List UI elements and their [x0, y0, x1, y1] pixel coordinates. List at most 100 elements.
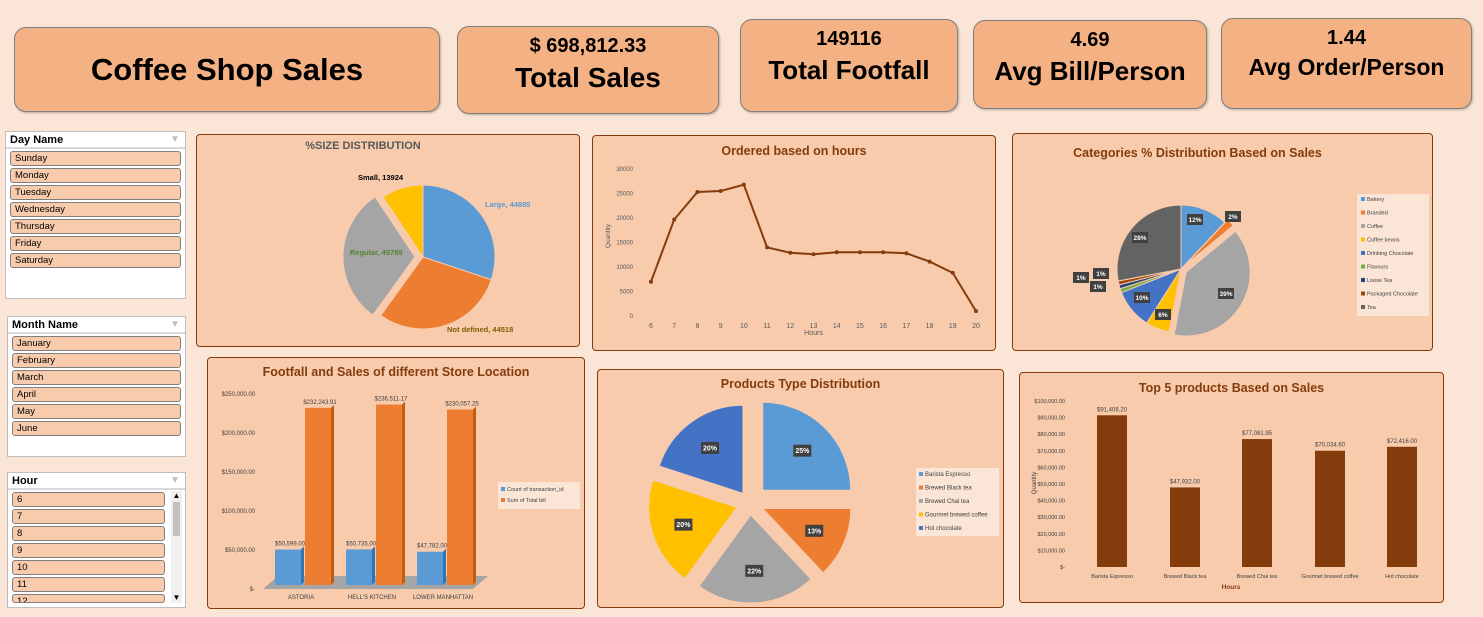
y-tick-label: $30,000.00 [1037, 515, 1065, 521]
bar-side [402, 401, 405, 585]
slicer-item-march[interactable]: March [12, 370, 181, 385]
x-tick-label: HELL'S KITCHEN [348, 595, 396, 601]
y-tick-label: $50,000.00 [225, 548, 256, 554]
legend-label: Coffee [1367, 224, 1383, 230]
bar [376, 404, 402, 585]
legend-swatch [1361, 237, 1365, 242]
top5-bar-chart: $- $10,000.00 $20,000.00 $30,000.00 $40,000.… [1032, 399, 1419, 591]
slicer-item-hour[interactable]: 6 [12, 492, 165, 507]
slicer-item-may[interactable]: May [12, 404, 181, 419]
y-tick-label: $80,000.00 [1037, 432, 1065, 438]
bar-data-label: $47,782.00 [417, 544, 448, 550]
y-tick-label: $90,000.00 [1037, 416, 1065, 422]
hours-line-chart: 0 5000 10000 15000 20000 25000 30000 6 7 8 9 10 11 12… [605, 167, 980, 337]
slicer-item-monday[interactable]: Monday [10, 168, 181, 183]
slicer-item-sunday[interactable]: Sunday [10, 151, 181, 166]
line-point [974, 309, 978, 314]
bar-side [372, 546, 375, 585]
y-tick-label: $50,000.00 [1037, 482, 1065, 488]
y-tick-label: $150,000.00 [222, 470, 256, 476]
legend-swatch [919, 526, 923, 530]
scroll-up-icon[interactable]: ▲ [172, 491, 181, 500]
slicer-item-hour[interactable]: 8 [12, 526, 165, 541]
bar-data-label: $230,057.25 [445, 402, 479, 408]
chart-title: Footfall and Sales of different Store Lo… [262, 365, 530, 379]
chart-title: Categories % Distribution Based on Sales [1073, 146, 1322, 160]
x-tick-label: Brewed Black tea [1164, 574, 1208, 580]
bar-data-label: $91,406.20 [1097, 407, 1128, 413]
pie-data-label: 6% [1158, 312, 1168, 319]
x-axis-label: Hours [804, 330, 823, 337]
kpi-avg-bill: 4.69 Avg Bill/Person [973, 20, 1207, 109]
data-label-box [745, 564, 764, 577]
clear-filter-icon[interactable]: ▼ [170, 475, 180, 486]
slicer-item-hour[interactable]: 12 [12, 594, 165, 603]
line-point [672, 217, 677, 222]
dashboard-title: Coffee Shop Sales [90, 51, 364, 87]
y-tick-label: $100,000.00 [222, 509, 256, 515]
scroll-down-icon[interactable]: ▼ [172, 593, 181, 602]
slicer-item-tuesday[interactable]: Tuesday [10, 185, 181, 200]
pie-slice [761, 508, 852, 574]
y-tick-label: $70,000.00 [1037, 449, 1065, 455]
pie-slice [422, 184, 496, 281]
slicer-title: Hour [12, 475, 38, 487]
legend-swatch [1361, 197, 1365, 201]
line-point [788, 250, 793, 255]
dashboard-title-card: Coffee Shop Sales [14, 27, 440, 112]
scroll-thumb[interactable] [173, 502, 180, 536]
data-label-box [674, 518, 693, 531]
chart-title: Top 5 products Based on Sales [1138, 381, 1325, 395]
legend-swatch [1361, 224, 1365, 228]
kpi-avg-order: 1.44 Avg Order/Person [1221, 18, 1472, 109]
slicer-item-june[interactable]: June [12, 421, 181, 436]
slicer-item-thursday[interactable]: Thursday [10, 219, 181, 234]
x-tick-label: Gourmet brewed coffee [1301, 574, 1358, 580]
data-label-box [793, 444, 812, 457]
slicer-item-hour[interactable]: 11 [12, 577, 165, 592]
slicer-item-friday[interactable]: Friday [10, 236, 181, 251]
slicer-item-january[interactable]: January [12, 336, 181, 351]
line-point [904, 251, 909, 256]
kpi-label: Total Sales [515, 62, 661, 93]
slicer-header: Hour ▼ [8, 473, 185, 490]
x-tick-label: 12 [786, 323, 794, 330]
legend-label: Packaged Chocolate [1367, 292, 1418, 298]
x-tick-label: ASTORIA [288, 595, 314, 601]
clear-filter-icon[interactable]: ▼ [170, 134, 180, 145]
legend-label: Sum of Total bill [507, 498, 546, 504]
bar [1242, 439, 1272, 567]
data-label-box [1132, 232, 1148, 243]
legend-label: Tea [1367, 305, 1377, 311]
pie-data-label: 1% [1093, 284, 1103, 291]
bar [1387, 446, 1417, 567]
categories-pie-panel: Categories % Distribution Based on Sales… [1012, 133, 1433, 351]
legend-label: Gourmet brewed coffee [925, 513, 988, 519]
categories-pie-chart: 12% 2% 39% 6% 10% 1% 1% 1% 28% Bakery Branded Coffe… [1073, 194, 1429, 337]
pie-slice [380, 256, 492, 330]
slicer-item-april[interactable]: April [12, 387, 181, 402]
x-tick-label: 7 [672, 323, 676, 330]
x-tick-label: 11 [763, 323, 770, 330]
chart-title: Ordered based on hours [721, 144, 867, 158]
legend-swatch [501, 498, 505, 502]
pie-data-label: 28% [1133, 235, 1146, 242]
slicer-item-hour[interactable]: 9 [12, 543, 165, 558]
slicer-item-saturday[interactable]: Saturday [10, 253, 181, 268]
slicer-item-february[interactable]: February [12, 353, 181, 368]
x-tick-label: Brewed Chai tea [1237, 574, 1279, 580]
clear-filter-icon[interactable]: ▼ [170, 319, 180, 330]
slicer-item-hour[interactable]: 10 [12, 560, 165, 575]
chart-title: Products Type Distribution [720, 377, 881, 391]
top5-bar-panel: Top 5 products Based on Sales $- $10,000.… [1019, 372, 1444, 603]
x-tick-label: 19 [949, 323, 957, 330]
slicer-item-wednesday[interactable]: Wednesday [10, 202, 181, 217]
size-pie-chart: Large, 44885 Not defined, 44518 Regular, 4… [342, 173, 530, 334]
pie-data-label: 22% [747, 568, 762, 575]
slicer-item-hour[interactable]: 7 [12, 509, 165, 524]
size-distribution-panel: %SIZE DISTRIBUTION Large, 44885 Not defin… [196, 134, 580, 347]
y-tick-label: 25000 [616, 192, 633, 198]
bar [275, 549, 301, 585]
slicer-scrollbar[interactable]: ▲ ▼ [171, 491, 182, 603]
y-tick-label: 20000 [616, 216, 633, 222]
